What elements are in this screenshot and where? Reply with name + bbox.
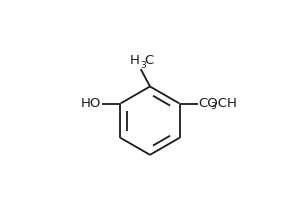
Text: 3: 3 bbox=[140, 61, 146, 70]
Text: C: C bbox=[144, 54, 153, 67]
Text: 3: 3 bbox=[210, 102, 216, 111]
Text: COCH: COCH bbox=[199, 97, 238, 110]
Text: HO: HO bbox=[81, 97, 101, 110]
Text: H: H bbox=[130, 54, 140, 67]
